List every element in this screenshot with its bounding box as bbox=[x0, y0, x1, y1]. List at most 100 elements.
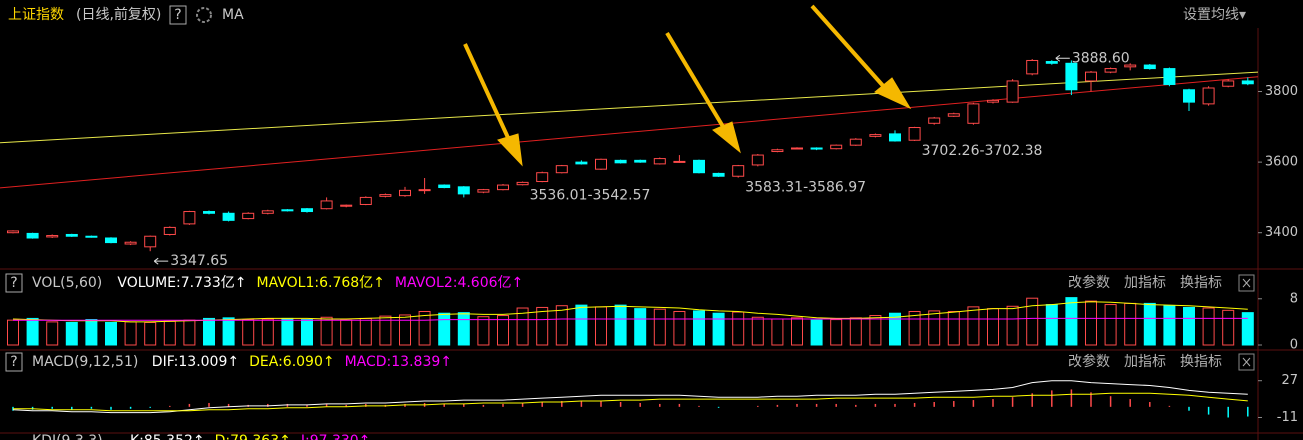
volume-bar bbox=[712, 312, 725, 346]
candle-body bbox=[928, 117, 941, 124]
volume-bar bbox=[634, 308, 647, 346]
close-icon[interactable] bbox=[1242, 357, 1251, 367]
volume-bar bbox=[497, 315, 509, 346]
volume-bar bbox=[1006, 305, 1019, 346]
volume-bar bbox=[987, 308, 999, 346]
annotation-arrow bbox=[1055, 54, 1070, 62]
readout: MAVOL1:6.768亿↑ bbox=[257, 275, 385, 291]
y-tick-label: 27 bbox=[1281, 373, 1298, 388]
volume-bar bbox=[810, 319, 823, 346]
candle-body bbox=[791, 147, 803, 150]
panel-button[interactable]: 改参数 bbox=[1068, 274, 1110, 291]
panel-button[interactable]: 加指标 bbox=[1124, 354, 1166, 370]
set-ma[interactable]: 设置均线▾ bbox=[1183, 7, 1246, 23]
candle-body bbox=[242, 212, 255, 220]
readout: DIF:13.009↑ bbox=[152, 354, 239, 370]
candle-body bbox=[477, 189, 490, 193]
candle-body bbox=[908, 127, 921, 141]
close-icon[interactable] bbox=[1242, 278, 1251, 288]
candle-body bbox=[1222, 80, 1235, 87]
volume-bar bbox=[830, 319, 843, 346]
volume-bar bbox=[1222, 309, 1235, 346]
panel-title: VOL(5,60) bbox=[32, 275, 102, 291]
close-box[interactable] bbox=[1238, 353, 1255, 371]
volume-bar bbox=[124, 321, 137, 346]
candle-body bbox=[85, 235, 98, 238]
candle-body bbox=[438, 184, 451, 189]
volume-bar bbox=[1045, 304, 1058, 346]
help-box[interactable] bbox=[169, 5, 187, 25]
help[interactable]: ? bbox=[174, 7, 181, 23]
volume-bar bbox=[1065, 297, 1078, 346]
callout-arrow-head bbox=[712, 121, 741, 154]
readout: MAVOL2:4.606亿↑ bbox=[395, 275, 523, 291]
y-tick-label: -11 bbox=[1277, 410, 1298, 425]
volume-bar bbox=[889, 312, 901, 346]
callout-arrow bbox=[463, 43, 512, 143]
candle-body bbox=[320, 200, 333, 210]
volume-bar bbox=[261, 318, 274, 346]
volume-bar bbox=[595, 306, 607, 346]
candle-body bbox=[693, 159, 705, 174]
volume-bar bbox=[418, 310, 431, 346]
candle-body bbox=[261, 210, 274, 214]
y-tick-label: 3400 bbox=[1265, 225, 1298, 240]
candle-body bbox=[203, 211, 215, 214]
panel-button[interactable]: 换指标 bbox=[1180, 274, 1222, 291]
candle-body bbox=[183, 211, 196, 225]
candle-body bbox=[26, 232, 39, 239]
annotation: 3536.01-3542.57 bbox=[530, 187, 651, 203]
volume-bar bbox=[536, 306, 549, 346]
candle-body bbox=[340, 204, 353, 207]
volume-bar bbox=[1104, 304, 1117, 346]
candle-body bbox=[967, 103, 980, 124]
macd-line bbox=[12, 380, 1248, 414]
candle-body bbox=[595, 158, 607, 170]
volume-bar bbox=[693, 310, 705, 346]
candle-body bbox=[889, 133, 901, 142]
volume-bar bbox=[46, 321, 59, 346]
help-box[interactable] bbox=[5, 352, 23, 372]
volume-bar bbox=[320, 316, 333, 346]
candle-body bbox=[673, 160, 686, 163]
candle-body bbox=[163, 226, 176, 235]
gear-icon[interactable] bbox=[196, 7, 212, 23]
candle-body bbox=[732, 165, 745, 177]
volume-bar bbox=[673, 310, 686, 346]
help-box[interactable] bbox=[5, 273, 23, 293]
callout-arrows bbox=[463, 4, 912, 167]
volume-bar bbox=[516, 307, 529, 346]
volume-bar bbox=[222, 317, 235, 346]
candle-body bbox=[418, 189, 431, 192]
volume-bar bbox=[555, 305, 568, 346]
candle-body bbox=[555, 165, 568, 174]
candle-body bbox=[1163, 68, 1176, 85]
y-tick-label: 8 bbox=[1290, 291, 1298, 306]
panel-button[interactable]: 加指标 bbox=[1124, 275, 1166, 291]
panel-button[interactable]: 换指标 bbox=[1180, 353, 1222, 370]
candle-body bbox=[497, 184, 509, 191]
callout-arrow-head bbox=[874, 77, 912, 110]
volume-bar bbox=[144, 321, 157, 346]
volume-bar bbox=[85, 319, 98, 346]
help: ? bbox=[10, 354, 17, 370]
candle-body bbox=[1085, 71, 1097, 82]
mode: (日线,前复权) bbox=[76, 6, 161, 23]
candle-body bbox=[1045, 61, 1058, 64]
panel-button[interactable]: 改参数 bbox=[1068, 353, 1110, 370]
candle-body bbox=[771, 149, 784, 153]
candle-body bbox=[712, 172, 725, 177]
volume-bar bbox=[653, 308, 666, 346]
candle-body bbox=[1104, 68, 1117, 73]
volume-bar bbox=[928, 310, 941, 346]
close-box[interactable] bbox=[1238, 274, 1255, 292]
y-tick-label: 0 bbox=[1290, 338, 1298, 353]
candle-body bbox=[65, 233, 78, 237]
candle-body bbox=[536, 172, 549, 183]
annotation-arrow bbox=[153, 257, 169, 265]
candle-body bbox=[1026, 59, 1039, 75]
volume-bar bbox=[791, 317, 803, 346]
volume-bar bbox=[1085, 300, 1097, 346]
candle-body bbox=[849, 138, 862, 146]
